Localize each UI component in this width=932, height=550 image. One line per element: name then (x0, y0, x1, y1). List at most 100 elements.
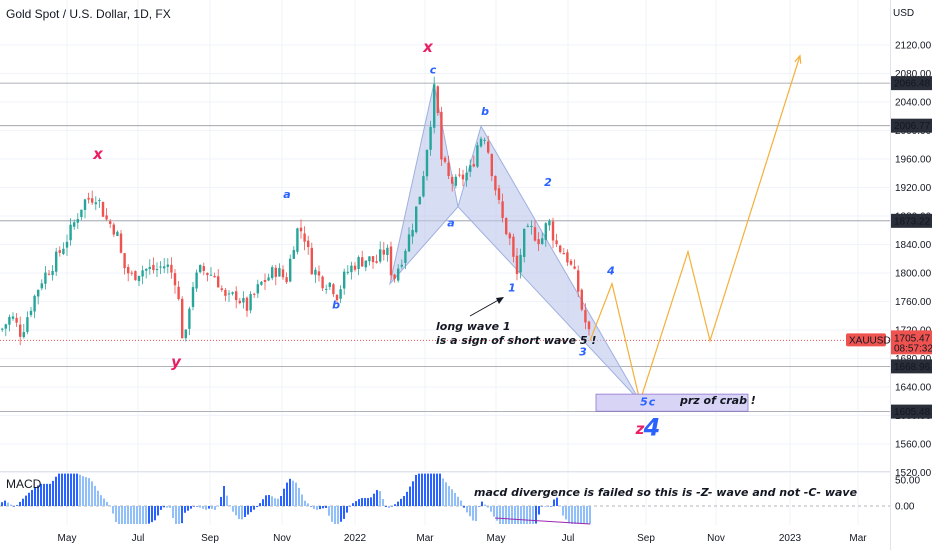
macd-bar (316, 506, 318, 510)
currency-label: USD (893, 8, 914, 19)
wave-label: 5 (640, 396, 648, 409)
macd-label: MACD (6, 477, 42, 491)
price-axis[interactable]: USD (890, 0, 915, 550)
candle-body (569, 260, 573, 265)
candle-body (335, 294, 339, 301)
macd-bar (562, 506, 564, 516)
candle-body (544, 223, 547, 240)
prz-zone-box (595, 393, 749, 412)
macd-bar (484, 504, 486, 506)
candle-body (134, 271, 137, 281)
macd-bar (274, 498, 276, 506)
price-level-value: 2066.48 (894, 79, 931, 90)
macd-bar (364, 498, 366, 506)
macd-bar (220, 496, 222, 506)
macd-bar (436, 473, 438, 506)
macd-bar (253, 506, 255, 510)
candle-body (483, 139, 486, 141)
candle-body (76, 219, 79, 223)
candle-body (562, 252, 565, 255)
candle-body (487, 141, 490, 153)
macd-bar (304, 500, 306, 506)
candle-body (587, 321, 591, 330)
candle-body (127, 267, 130, 274)
macd-bar (307, 503, 309, 506)
macd-bar (190, 506, 192, 509)
candle-body (40, 283, 43, 289)
macd-bar (583, 506, 585, 524)
candle-body (227, 293, 231, 295)
macd-bar (574, 506, 576, 524)
candle-body (159, 266, 162, 268)
candle-body (512, 236, 515, 257)
candle-body (195, 272, 198, 289)
macd-bar (553, 499, 555, 506)
candle-body (173, 273, 177, 286)
candle-body (325, 288, 328, 290)
price-tick-label: 2080.00 (895, 69, 932, 80)
macd-bar (46, 483, 48, 506)
grid (0, 0, 890, 525)
macd-bar (259, 503, 261, 506)
macd-bar (7, 502, 9, 506)
candle-body (206, 272, 209, 276)
macd-bar (514, 506, 516, 524)
price-tick-label: 1800.00 (895, 269, 932, 280)
macd-bar (118, 506, 120, 524)
candle-body (299, 227, 303, 232)
candle-body (389, 246, 393, 276)
macd-bar (457, 496, 459, 506)
candle-body (260, 281, 263, 285)
macd-bar (1, 502, 3, 506)
macd-bar (205, 506, 207, 510)
candle-body (447, 162, 450, 177)
candle-body (382, 249, 385, 255)
macd-bar (268, 495, 270, 506)
macd-bar (130, 506, 132, 524)
macd-bar (232, 506, 234, 512)
candle-body (263, 279, 267, 282)
macd-bar (427, 473, 429, 506)
candle-body (231, 292, 234, 294)
candle-body (361, 257, 364, 267)
macd-bar (367, 498, 369, 506)
candle-body (8, 316, 11, 325)
wave-label: 2 (544, 176, 552, 189)
candle-body (519, 254, 522, 273)
candle-body (523, 228, 526, 257)
candle-body (566, 252, 569, 263)
macd-bar (520, 506, 522, 524)
wave-label: c (430, 64, 437, 77)
candle-body (461, 174, 465, 180)
price-level-value: 1668.96 (894, 362, 931, 373)
candle-body (91, 198, 94, 203)
macd-bar (496, 506, 498, 521)
candle-body (271, 267, 274, 279)
candle-body (281, 269, 285, 278)
macd-bar (421, 473, 423, 506)
candle-body (123, 253, 126, 269)
macd-bar (406, 491, 408, 506)
macd-bar (394, 504, 396, 506)
wave-label: a (447, 217, 454, 230)
macd-bar (481, 501, 483, 506)
symbol-title: Gold Spot / U.S. Dollar, 1D, FX (6, 7, 171, 21)
wave-label: x (422, 38, 434, 56)
macd-bar (148, 506, 150, 524)
candle-body (404, 250, 407, 263)
candle-body (436, 86, 439, 113)
candles (1, 76, 591, 346)
candle-body (155, 269, 159, 271)
macd-bar (214, 506, 216, 510)
macd-bar (121, 506, 123, 524)
time-tick-label: Mar (416, 533, 434, 544)
macd-bar (487, 506, 489, 508)
macd-bar (247, 506, 249, 515)
macd-bar (289, 478, 291, 506)
wave-label: x (92, 145, 104, 163)
candle-body (515, 255, 519, 275)
macd-bar (64, 473, 66, 506)
macd-bar (391, 506, 393, 507)
macd-bar (4, 500, 6, 506)
